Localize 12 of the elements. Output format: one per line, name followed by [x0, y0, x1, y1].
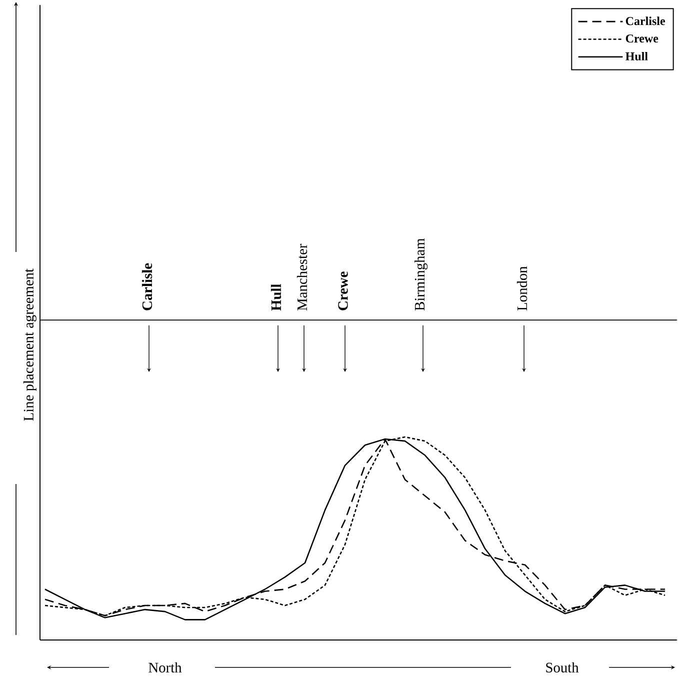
text: South: [546, 662, 579, 672]
legend-label: Carlisle: [626, 16, 666, 26]
legend-label: Hull: [626, 52, 648, 60]
y-axis-title: Line placement agreement: [24, 268, 37, 421]
text: Birmingham: [414, 238, 428, 311]
text: Carlisle: [142, 263, 152, 310]
text: North: [148, 662, 182, 672]
text: Hull: [271, 284, 282, 311]
text: Crewe: [338, 272, 348, 310]
text: Manchester: [297, 244, 308, 311]
legend-label: Crewe: [626, 34, 658, 43]
text: London: [517, 266, 528, 311]
